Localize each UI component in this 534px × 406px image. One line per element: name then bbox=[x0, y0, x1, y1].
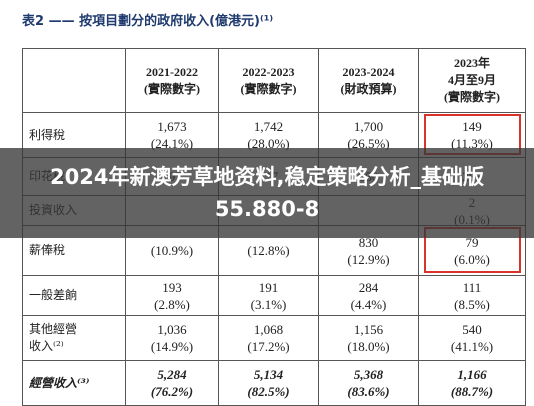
share: (17.2%) bbox=[247, 339, 290, 354]
amount: 5,368 bbox=[353, 367, 384, 382]
data-cell: 284 (4.4%) bbox=[318, 275, 419, 316]
share: (88.7%) bbox=[450, 384, 494, 399]
header-blank bbox=[22, 48, 126, 113]
row-label: 一般差餉 bbox=[22, 275, 126, 316]
header-cell: 2023年 4月至9月 (實際數字) bbox=[418, 48, 526, 113]
amount: 1,742 bbox=[253, 119, 284, 134]
amount: 5,284 bbox=[157, 367, 187, 382]
share: (41.1%) bbox=[450, 339, 494, 354]
data-cell: 5,284 (76.2%) bbox=[125, 360, 219, 406]
share: (10.9%) bbox=[150, 243, 194, 258]
amount: 284 bbox=[358, 279, 379, 295]
share: (18.0%) bbox=[347, 339, 390, 354]
share: (82.5%) bbox=[247, 384, 290, 399]
row-label: 其他經營 收入⁽²⁾ bbox=[22, 315, 126, 361]
amount: 1,700 bbox=[353, 119, 384, 134]
data-cell: 193 (2.8%) bbox=[125, 275, 219, 316]
data-cell: 540 (41.1%) bbox=[418, 315, 526, 361]
header-period: 2022-2023 bbox=[242, 64, 295, 79]
header-note: (實際數字) bbox=[240, 81, 297, 96]
share: (8.5%) bbox=[454, 296, 490, 312]
share: (28.0%) bbox=[247, 136, 290, 151]
share: (12.8%) bbox=[247, 243, 290, 258]
row-label-text: 其他經營 收入⁽²⁾ bbox=[29, 322, 78, 353]
header-period: 2021-2022 bbox=[146, 64, 198, 79]
header-cell: 2022-2023 (實際數字) bbox=[218, 48, 319, 113]
table-title: 表2 —— 按項目劃分的政府收入(億港元)⁽¹⁾ bbox=[22, 14, 274, 29]
share: (4.4%) bbox=[350, 296, 387, 312]
row-label-text: 一般差餉 bbox=[29, 288, 78, 302]
data-cell: 5,368 (83.6%) bbox=[318, 360, 419, 406]
amount: 149 bbox=[462, 119, 482, 134]
data-cell: 191 (3.1%) bbox=[218, 275, 319, 316]
share: (26.5%) bbox=[347, 136, 390, 151]
amount: 111 bbox=[462, 279, 482, 295]
amount: 1,673 bbox=[157, 119, 187, 134]
row-label: 經營收入⁽³⁾ bbox=[22, 360, 126, 406]
share: (83.6%) bbox=[347, 384, 390, 399]
overlay-banner: 2024年新澳芳草地资料,稳定策略分析_基础版55.880-8 bbox=[0, 148, 534, 238]
share: (3.1%) bbox=[250, 296, 287, 312]
share: (76.2%) bbox=[150, 384, 194, 399]
header-period: 2023年 4月至9月 bbox=[447, 56, 496, 87]
amount: 191 bbox=[258, 279, 279, 295]
amount: 193 bbox=[162, 279, 182, 295]
data-cell: 111 (8.5%) bbox=[418, 275, 526, 316]
header-cell: 2023-2024 (財政預算) bbox=[318, 48, 419, 113]
share: (11.3%) bbox=[451, 136, 493, 151]
amount: 1,068 bbox=[253, 322, 284, 337]
data-cell: 1,156 (18.0%) bbox=[318, 315, 419, 361]
header-note: (財政預算) bbox=[340, 81, 397, 96]
header-period: 2023-2024 bbox=[342, 64, 395, 79]
header-note: (實際數字) bbox=[144, 81, 200, 96]
amount: 1,166 bbox=[457, 367, 487, 382]
share: (24.1%) bbox=[150, 136, 194, 151]
row-label-text: 利得稅 bbox=[29, 127, 66, 142]
amount: 5,134 bbox=[253, 367, 284, 382]
data-cell: 5,134 (82.5%) bbox=[218, 360, 319, 406]
amount: 830 bbox=[358, 234, 379, 250]
row-label-text: 經營收入⁽³⁾ bbox=[29, 375, 90, 390]
row-label-text: 薪俸稅 bbox=[29, 243, 66, 257]
amount: 540 bbox=[462, 322, 482, 337]
header-note: (實際數字) bbox=[444, 90, 500, 104]
header-cell: 2021-2022 (實際數字) bbox=[125, 48, 219, 113]
share: (6.0%) bbox=[454, 251, 490, 267]
amount: 79 bbox=[465, 234, 479, 250]
data-cell: 1,036 (14.9%) bbox=[125, 315, 219, 361]
data-cell: 1,166 (88.7%) bbox=[418, 360, 526, 406]
data-cell: 1,068 (17.2%) bbox=[218, 315, 319, 361]
share: (2.8%) bbox=[154, 296, 190, 312]
amount: 1,156 bbox=[353, 322, 384, 337]
share: (14.9%) bbox=[150, 339, 194, 354]
share: (12.9%) bbox=[347, 251, 390, 267]
data-cell: 1,673 (24.1%) bbox=[125, 112, 219, 158]
amount: 1,036 bbox=[157, 322, 187, 337]
